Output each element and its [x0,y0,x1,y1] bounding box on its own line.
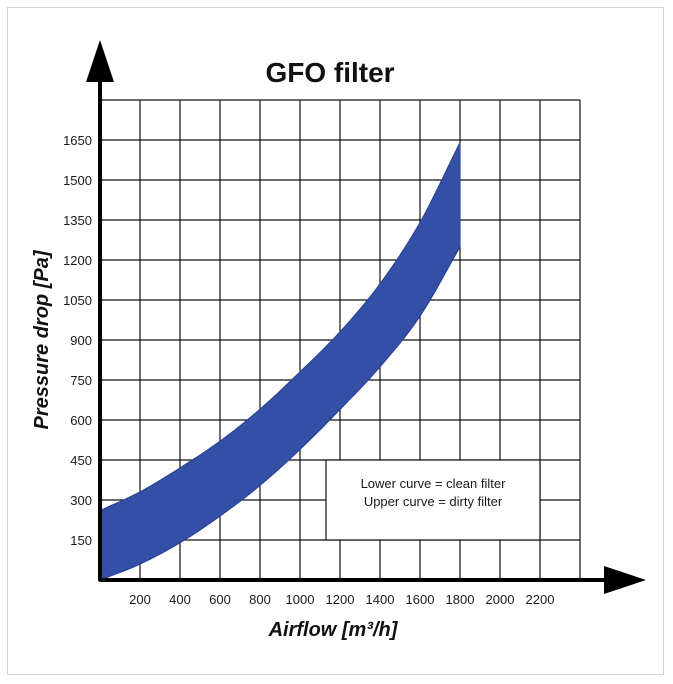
chart-title: GFO filter [265,57,394,88]
dirty-filter-curve [99,142,461,512]
y-tick-label: 1050 [63,293,92,308]
x-tick-label: 1200 [326,592,355,607]
y-tick-label: 1650 [63,133,92,148]
x-tick-label: 1800 [446,592,475,607]
annotation-clean-line: Lower curve = clean filter [361,476,507,491]
x-tick-label: 800 [249,592,271,607]
x-tick-label: 2000 [486,592,515,607]
y-tick-label: 450 [70,453,92,468]
y-tick-label: 1500 [63,173,92,188]
y-tick-label: 1200 [63,253,92,268]
y-tick-label: 150 [70,533,92,548]
x-tick-label: 600 [209,592,231,607]
y-axis-arrow [86,40,114,82]
x-tick-label: 2200 [526,592,555,607]
clean-filter-curve [99,246,461,581]
legend-layer: Lower curve = clean filter Upper curve = … [325,459,541,541]
axes [86,40,646,594]
annotation-dirty-line: Upper curve = dirty filter [364,494,503,509]
x-axis-title: Airflow [m³/h] [268,619,399,641]
y-tick-label: 900 [70,333,92,348]
pressure-band-layer [99,142,461,581]
x-tick-label: 400 [169,592,191,607]
y-tick-label: 600 [70,413,92,428]
x-tick-label: 1400 [366,592,395,607]
annotation-box [325,459,541,541]
x-axis-arrow [604,566,646,594]
y-tick-label: 750 [70,373,92,388]
y-axis-title: Pressure drop [Pa] [31,249,53,429]
y-tick-label: 300 [70,493,92,508]
x-tick-label: 1600 [406,592,435,607]
tick-labels: 200 400 600 800 1000 1200 1400 1600 1800 2000 2200… [63,133,554,607]
x-tick-label: 1000 [286,592,315,607]
x-tick-label: 200 [129,592,151,607]
figure-frame [7,7,664,675]
y-tick-label: 1350 [63,213,92,228]
